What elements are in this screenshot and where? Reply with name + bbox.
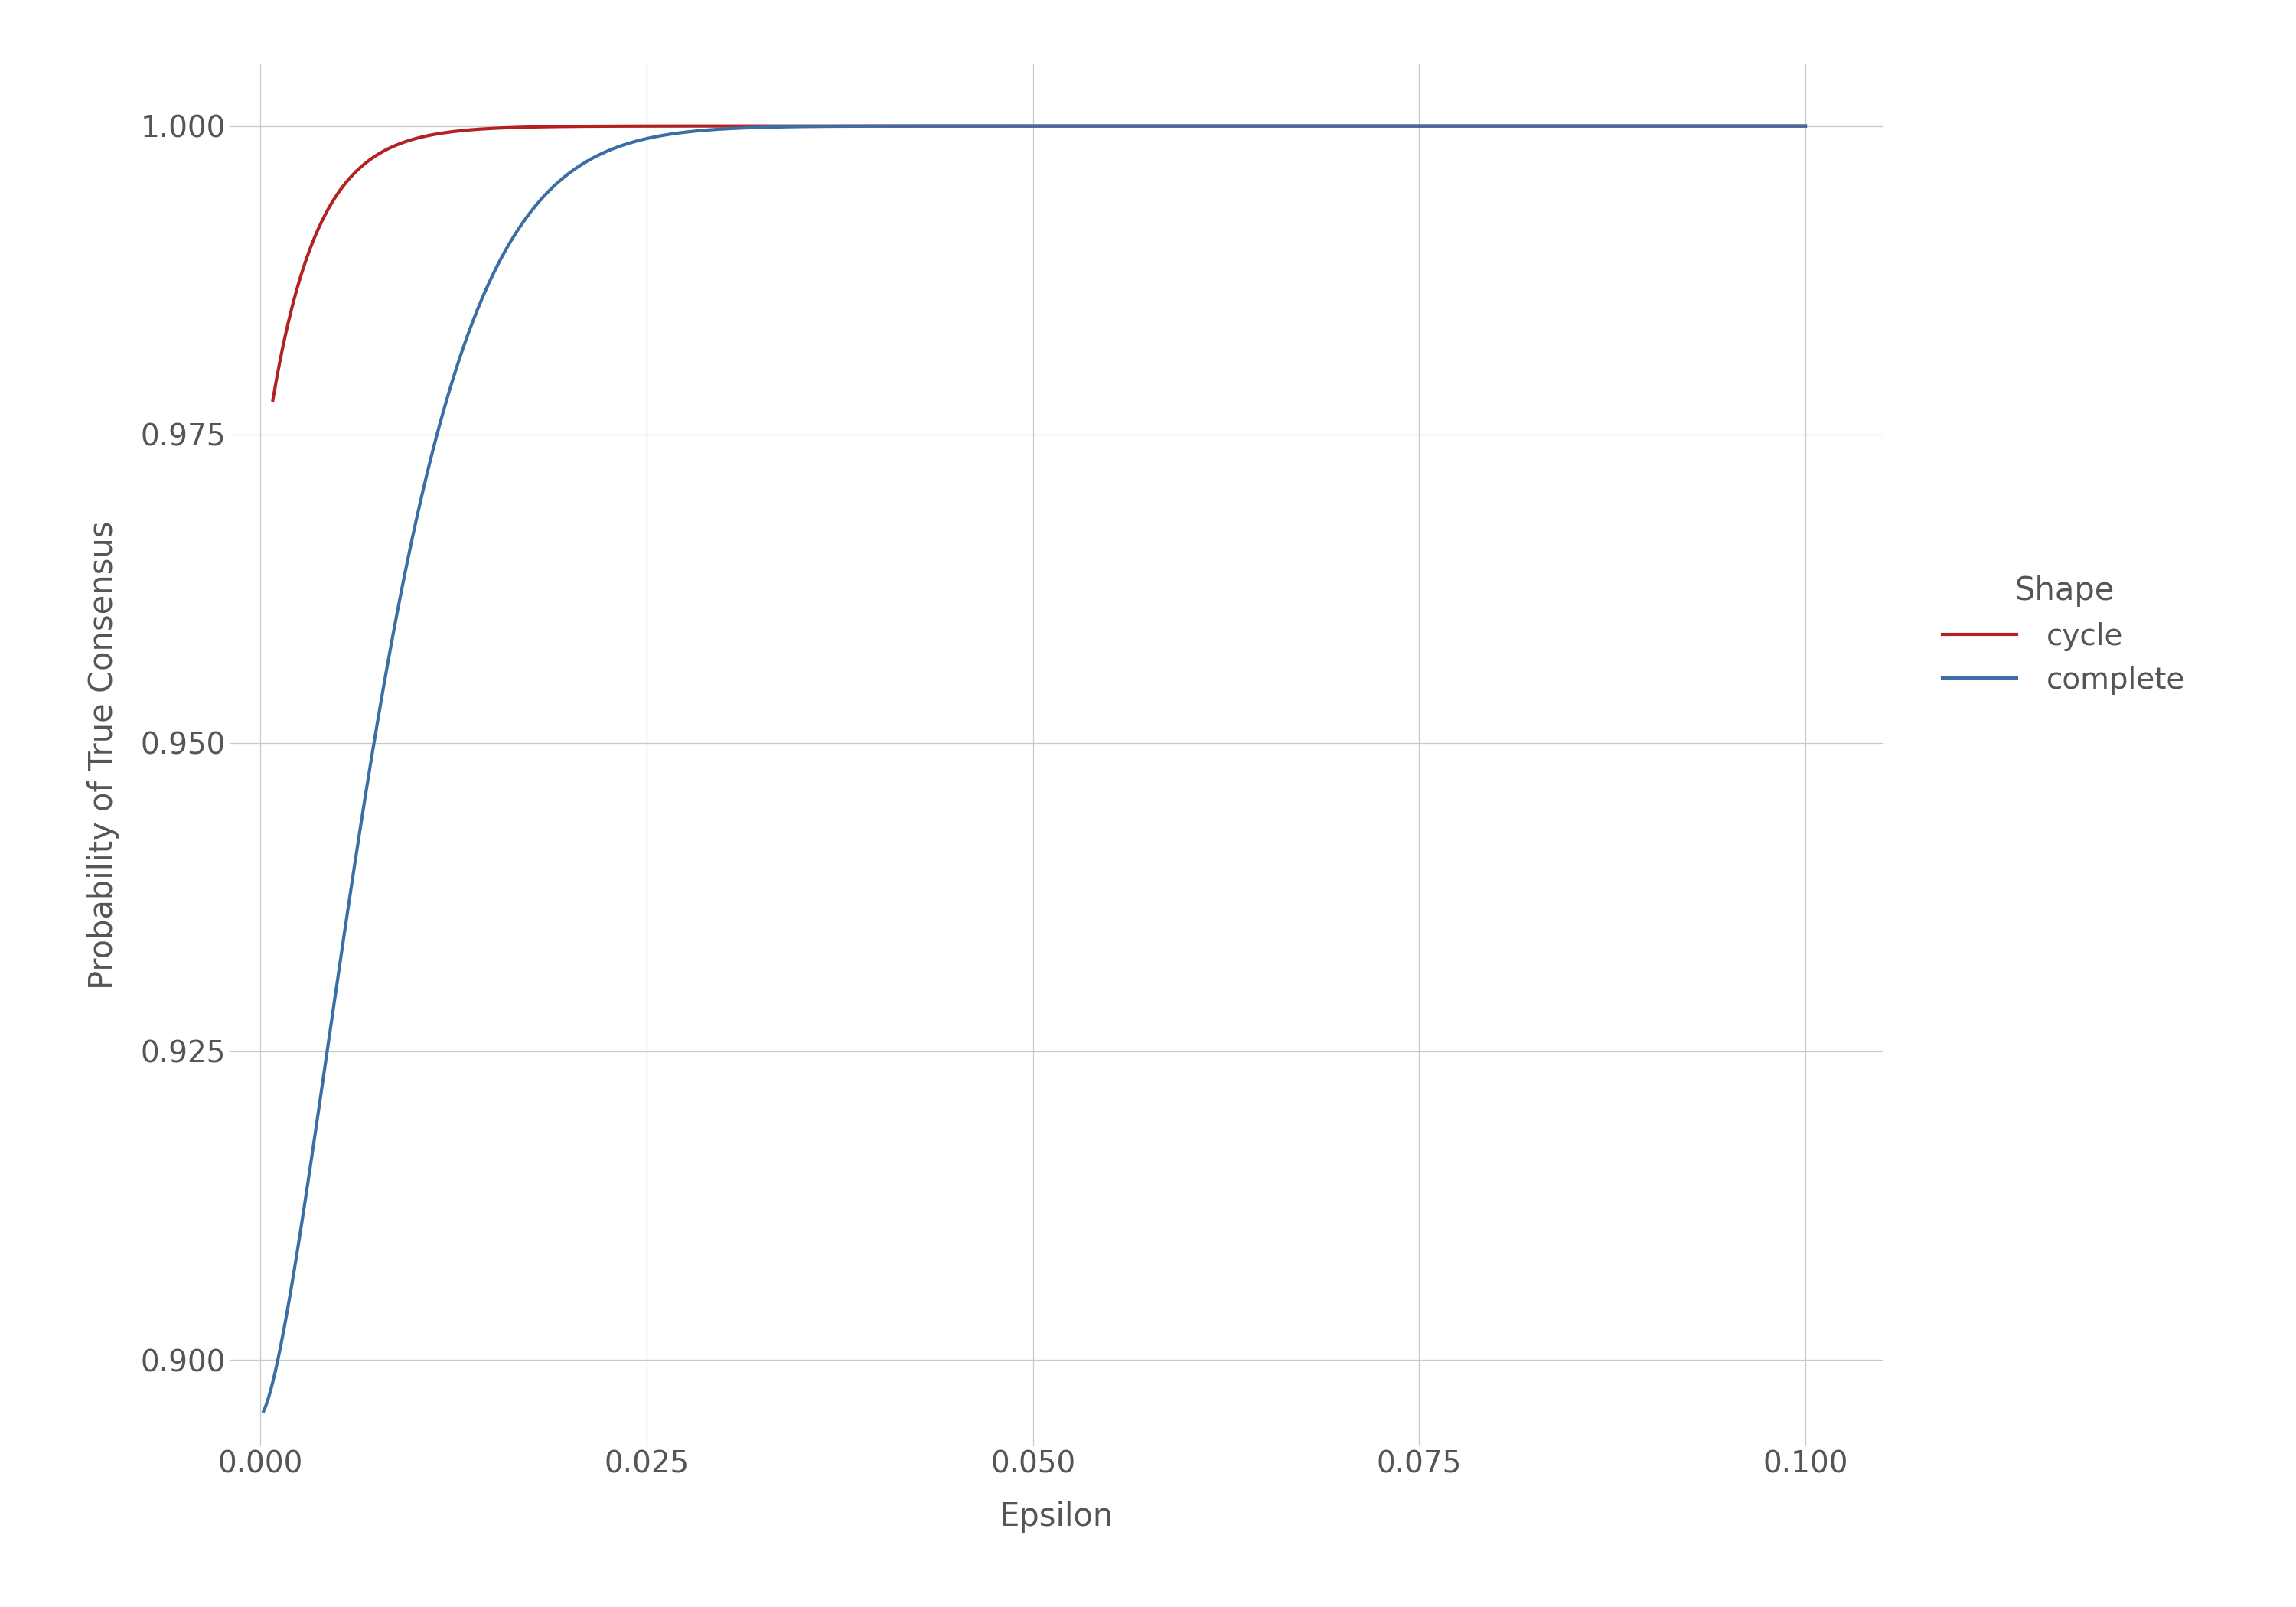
cycle: [1761, 116, 1789, 135]
Line: cycle: cycle: [273, 125, 1805, 400]
Line: complete: complete: [264, 125, 1805, 1411]
cycle: [1766, 116, 1793, 135]
cycle: [1791, 116, 1818, 135]
Y-axis label: Probability of True Consensus: Probability of True Consensus: [87, 521, 119, 990]
cycle: [526, 117, 553, 137]
complete: [1761, 116, 1789, 135]
cycle: [1596, 116, 1623, 135]
complete: [1791, 116, 1818, 135]
cycle: [847, 116, 875, 135]
Legend: cycle, complete: cycle, complete: [1931, 562, 2197, 707]
cycle: [434, 122, 461, 141]
complete: [517, 202, 544, 222]
complete: [425, 416, 452, 435]
cycle: [914, 116, 941, 135]
cycle: [259, 391, 287, 410]
complete: [1596, 116, 1623, 135]
complete: [907, 116, 934, 135]
complete: [250, 1401, 278, 1421]
X-axis label: Epsilon: Epsilon: [999, 1501, 1114, 1533]
complete: [840, 117, 868, 137]
complete: [1740, 116, 1768, 135]
